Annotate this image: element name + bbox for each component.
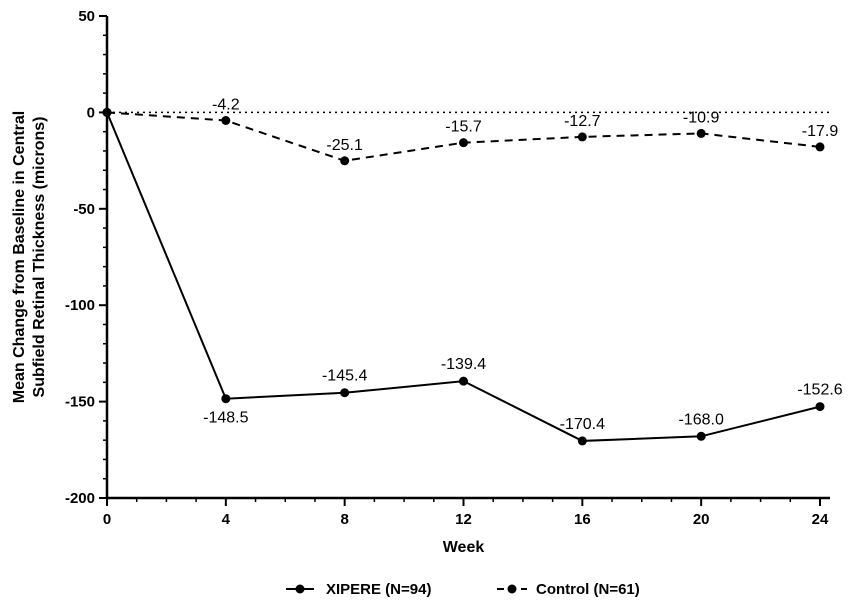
- y-axis-title-line: Mean Change from Baseline in Central: [11, 111, 28, 404]
- x-tick-label: 12: [455, 511, 472, 528]
- y-axis-title-line: Subfield Retinal Thickness (microns): [31, 117, 48, 398]
- y-tick-label: 0: [87, 104, 95, 121]
- data-point: [815, 142, 825, 152]
- data-point: [459, 138, 468, 148]
- data-point: [221, 115, 231, 125]
- x-tick-label: 0: [103, 511, 111, 528]
- x-axis-title: Week: [443, 539, 485, 556]
- data-label: -12.7: [564, 113, 601, 130]
- data-point: [340, 388, 350, 398]
- y-tick-label: -200: [65, 490, 95, 507]
- data-label: -139.4: [441, 356, 486, 373]
- data-point: [696, 431, 706, 441]
- data-label: -148.5: [203, 410, 248, 427]
- legend-label-control: Control (N=61): [536, 581, 640, 598]
- series-line-xipere: [106, 112, 821, 442]
- x-tick-label: 4: [222, 511, 231, 528]
- data-label: -15.7: [445, 119, 482, 136]
- y-tick-label: -150: [65, 394, 95, 411]
- legend-marker-control: [507, 584, 517, 594]
- data-label: -25.1: [326, 137, 363, 154]
- data-label: -145.4: [322, 368, 367, 385]
- data-label: -4.2: [212, 96, 240, 113]
- data-point: [340, 156, 350, 166]
- data-point: [102, 107, 112, 117]
- data-label: -168.0: [678, 411, 723, 428]
- y-axis-title: Mean Change from Baseline in Central Subf…: [11, 111, 48, 404]
- x-tick-label: 8: [340, 511, 348, 528]
- y-tick-label: -50: [73, 201, 95, 218]
- x-tick-label: 20: [693, 511, 710, 528]
- data-label: -17.9: [802, 123, 839, 140]
- data-label: -10.9: [683, 109, 720, 126]
- data-point: [577, 436, 587, 446]
- y-tick-label: -100: [65, 297, 95, 314]
- data-point: [696, 128, 706, 138]
- data-label: -170.4: [560, 416, 605, 433]
- data-point: [221, 394, 231, 404]
- data-point: [815, 402, 825, 412]
- legend-marker-xipere: [295, 584, 305, 594]
- data-point: [459, 376, 468, 386]
- x-tick-label: 24: [812, 511, 829, 528]
- y-tick-label: 50: [78, 8, 95, 25]
- x-tick-label: 16: [574, 511, 591, 528]
- data-label: -152.6: [797, 382, 842, 399]
- data-point: [577, 132, 587, 142]
- legend-label-xipere: XIPERE (N=94): [326, 581, 431, 598]
